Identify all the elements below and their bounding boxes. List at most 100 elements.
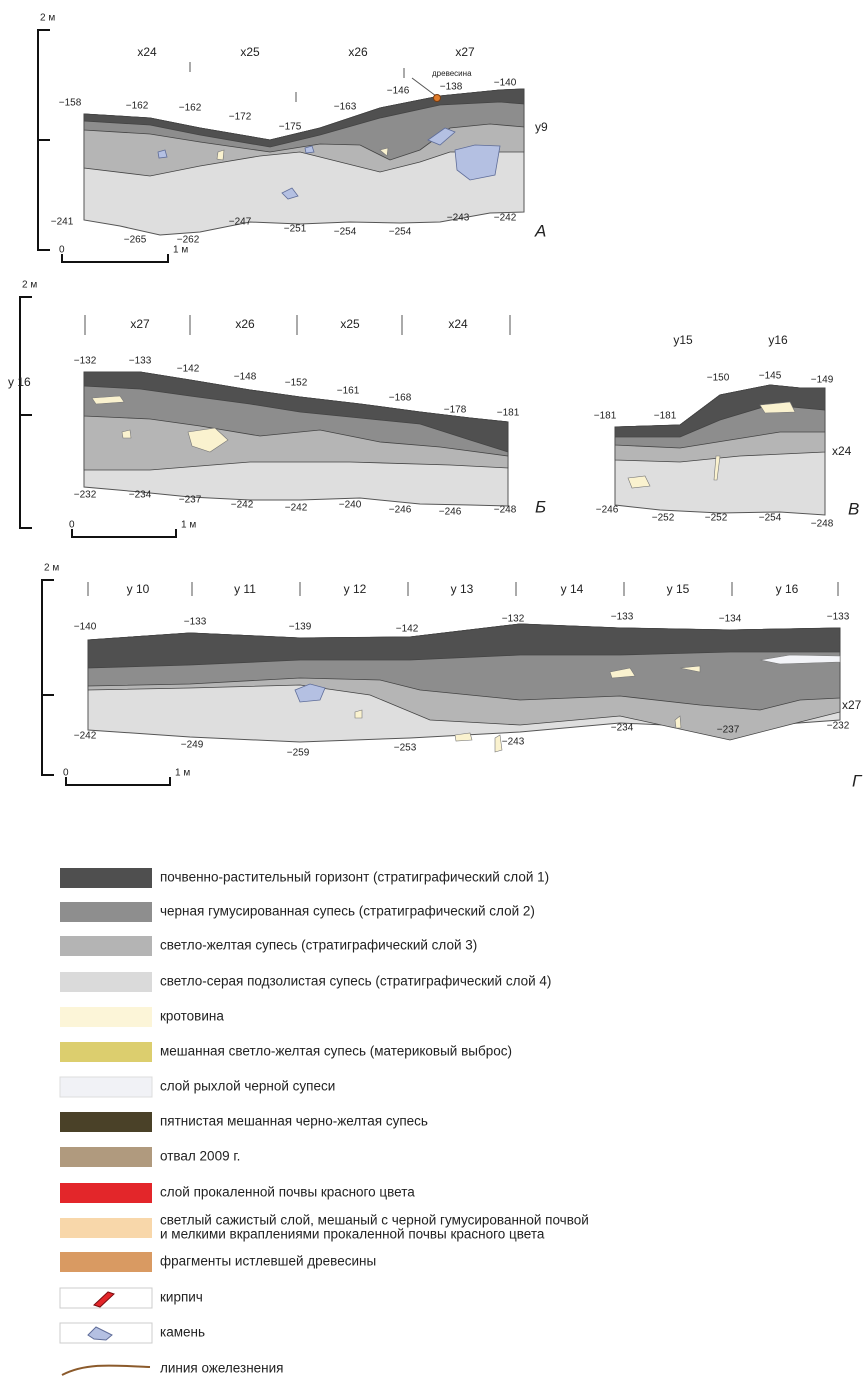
legend-item: слой рыхлой черной супеси xyxy=(59,1076,335,1098)
scale-zero: 0 xyxy=(69,520,75,531)
legend-label: слой рыхлой черной супеси xyxy=(160,1079,335,1094)
legend-item: камень xyxy=(59,1322,205,1344)
loose-layer xyxy=(759,654,841,665)
elevation-bottom: −241 xyxy=(51,217,74,228)
elevation-top: −133 xyxy=(184,617,207,628)
elevation-bottom: −237 xyxy=(717,725,740,736)
elevation-top: −140 xyxy=(74,622,97,633)
elevation-top: −146 xyxy=(387,86,410,97)
elevation-bottom: −252 xyxy=(705,513,728,524)
brick-icon xyxy=(93,1291,115,1308)
legend-item: светлый сажистый слой, мешаный с черной … xyxy=(60,1213,589,1242)
elevation-top: −145 xyxy=(759,371,782,382)
profile xyxy=(41,579,841,786)
elevation-bottom: −253 xyxy=(394,743,417,754)
scale-one: 1 м xyxy=(175,768,190,779)
legend-label: черная гумусированная супесь (стратиграф… xyxy=(160,904,535,919)
mole-burrow xyxy=(354,709,363,719)
layer-1 xyxy=(614,384,826,438)
elevation-bottom: −242 xyxy=(494,213,517,224)
square-label: у 15 xyxy=(667,582,690,596)
elevation-bottom: −232 xyxy=(74,490,97,501)
legend-label: отвал 2009 г. xyxy=(160,1149,240,1164)
square-label: у 11 xyxy=(234,582,256,596)
legend-item: слой прокаленной почвы красного цвета xyxy=(60,1183,415,1203)
elevation-bottom: −248 xyxy=(811,519,834,530)
legend-label: мешанная светло-желтая супесь (материков… xyxy=(160,1044,512,1059)
square-label: у16 xyxy=(768,333,788,347)
square-label: х24 xyxy=(137,45,157,59)
elevation-top: −181 xyxy=(497,408,520,419)
layer-1 xyxy=(83,88,525,148)
elevation-bottom: −234 xyxy=(611,723,634,734)
square-label: у 13 xyxy=(451,582,474,596)
scale-zero: 0 xyxy=(63,768,69,779)
labels: 2 м 0 1 м х24 х25 х26 х27 −158 −162 −162 −172 −175 −… xyxy=(8,13,863,791)
mole-burrow xyxy=(674,715,682,729)
legend-swatch xyxy=(60,1183,152,1203)
elevation-bottom: −240 xyxy=(339,500,362,511)
mole-burrow xyxy=(379,147,389,157)
elevation-top: −178 xyxy=(444,405,467,416)
square-label: х26 xyxy=(235,317,255,331)
mole-burrow xyxy=(759,401,796,414)
legend-swatch xyxy=(60,936,152,956)
elevation-top: −142 xyxy=(396,624,419,635)
layer-1 xyxy=(87,623,841,669)
elevation-bottom: −237 xyxy=(179,495,202,506)
legend-item: фрагменты истлевшей древесины xyxy=(60,1252,376,1272)
profile xyxy=(19,296,511,538)
legend-item: отвал 2009 г. xyxy=(60,1147,240,1167)
legend-label: светло-серая подзолистая супесь (стратиг… xyxy=(160,974,551,989)
elevation-bottom: −242 xyxy=(74,731,97,742)
elevation-bottom: −248 xyxy=(494,505,517,516)
scale-one: 1 м xyxy=(181,520,196,531)
elevation-bottom: −243 xyxy=(447,213,470,224)
elevation-bottom: −246 xyxy=(389,505,412,516)
elevation-top: −150 xyxy=(707,373,730,384)
legend-swatch xyxy=(60,972,152,992)
legend-label: почвенно-растительный горизонт (стратигр… xyxy=(160,870,549,885)
stone-icon xyxy=(87,1326,113,1341)
vertical-scale xyxy=(19,296,32,529)
layer-1 xyxy=(83,371,509,453)
elevation-top: −133 xyxy=(129,356,152,367)
elevation-top: −132 xyxy=(502,614,525,625)
side-label: х24 xyxy=(832,444,852,458)
legend-item: мешанная светло-желтая супесь (материков… xyxy=(60,1042,512,1062)
square-label: у 12 xyxy=(344,582,367,596)
elevation-top: −149 xyxy=(811,375,834,386)
legend-swatch xyxy=(60,868,152,888)
mole-burrow xyxy=(713,455,721,481)
mole-burrow xyxy=(454,732,473,742)
elevation-top: −140 xyxy=(494,78,517,89)
mole-burrow xyxy=(609,667,636,679)
legend-label: и мелкими вкраплениями прокаленной почвы… xyxy=(160,1227,545,1242)
legend-item: кирпич xyxy=(59,1287,203,1309)
elevation-top: −161 xyxy=(337,386,360,397)
elevation-top: −168 xyxy=(389,393,412,404)
mole-burrow xyxy=(91,395,125,405)
legend-label: кротовина xyxy=(160,1009,224,1024)
elevation-top: −158 xyxy=(59,98,82,109)
square-label: у 14 xyxy=(561,582,584,596)
elevation-top: −162 xyxy=(179,103,202,114)
elevation-bottom: −234 xyxy=(129,490,152,501)
square-label: у 10 xyxy=(127,582,150,596)
square-label: х24 xyxy=(448,317,468,331)
scale-label: 2 м xyxy=(40,13,55,24)
elevation-top: −181 xyxy=(654,411,677,422)
elevation-bottom: −262 xyxy=(177,235,200,246)
elevation-top: −163 xyxy=(334,102,357,113)
elevation-top: −175 xyxy=(279,122,302,133)
legend-swatch xyxy=(60,902,152,922)
mole-burrow xyxy=(121,429,132,439)
scale-label: 2 м xyxy=(44,563,59,574)
profile xyxy=(37,29,525,263)
legend-item: пятнистая мешанная черно-желтая супесь xyxy=(60,1112,428,1132)
legend-item: черная гумусированная супесь (стратиграф… xyxy=(60,902,535,922)
vertical-scale xyxy=(37,29,50,251)
elevation-bottom: −252 xyxy=(652,513,675,524)
scale-one: 1 м xyxy=(173,245,188,256)
legend-swatch xyxy=(60,1252,152,1272)
